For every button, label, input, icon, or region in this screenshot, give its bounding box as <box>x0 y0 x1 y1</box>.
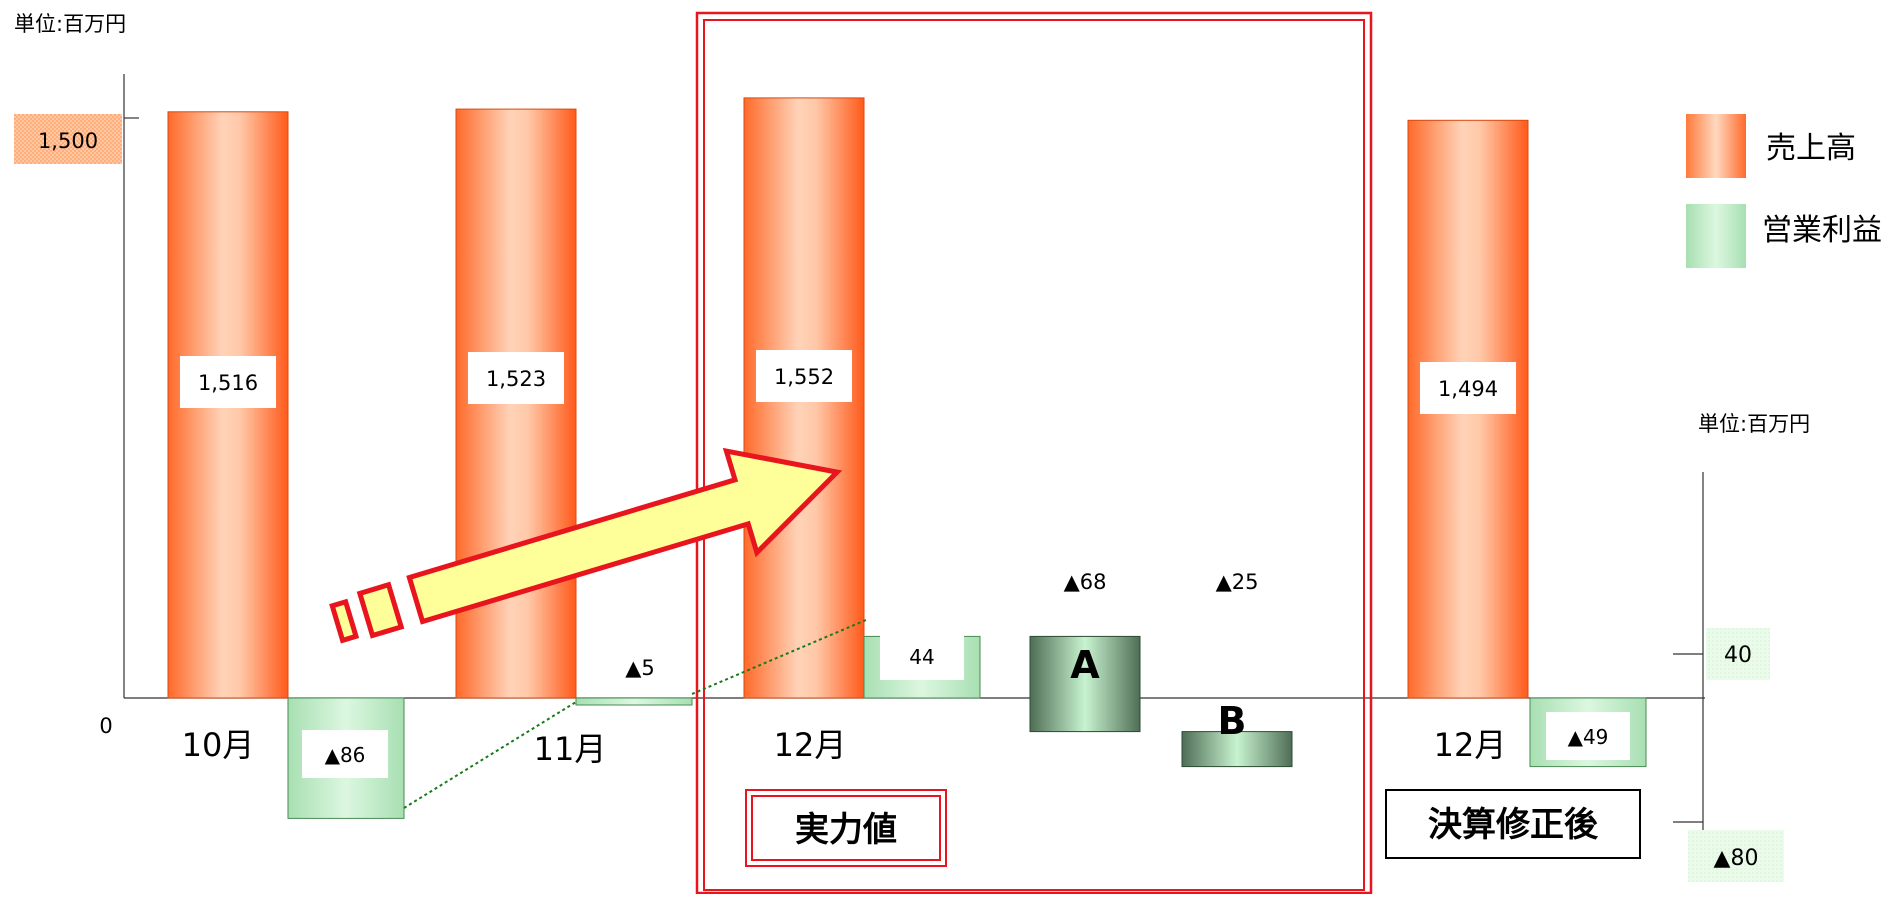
jitsuryoku-label-inner <box>751 795 941 861</box>
sales-label-oct-box <box>180 356 276 408</box>
sales-label-nov-box <box>468 352 564 404</box>
left-tick-1500-label: 1,500 <box>38 129 98 153</box>
category-label-nov: 11月 <box>534 730 607 768</box>
kessan-label-box <box>1385 789 1641 859</box>
bar-profit-nov <box>575 697 693 706</box>
sales-label-dec-box <box>756 350 852 402</box>
kessan-label: 決算修正後 <box>1428 805 1599 845</box>
profit-label-oct: ▲86 <box>325 743 366 767</box>
category-label-dec: 12月 <box>774 726 847 764</box>
right-tick-minus80-bg <box>1688 830 1784 882</box>
profit-label-a: ▲68 <box>1064 570 1107 594</box>
left-tick-0-label: 0 <box>99 714 112 738</box>
legend: 売上高 営業利益 <box>1686 114 1882 268</box>
right-tick-minus80-label: ▲80 <box>1714 846 1759 871</box>
sales-label-oct: 1,516 <box>198 371 258 395</box>
category-a-label: A <box>1070 643 1100 687</box>
right-tick-40-label: 40 <box>1724 643 1752 668</box>
jitsuryoku-frame-outer <box>695 11 1373 895</box>
profit-label-oct-box <box>302 730 388 778</box>
profit-label-dec-adjusted: ▲49 <box>1568 725 1609 749</box>
category-b-label: B <box>1218 699 1247 743</box>
left-tick-1500-bg <box>14 114 122 164</box>
legend-label-sales: 売上高 <box>1766 131 1856 166</box>
sales-label-dec-adjusted-box <box>1420 362 1516 414</box>
legend-label-profit: 営業利益 <box>1762 213 1882 248</box>
trend-arrow-block-1 <box>329 598 360 644</box>
jitsuryoku-frame-inner <box>703 19 1365 891</box>
unit-label-left: 単位:百万円 <box>14 12 126 36</box>
jitsuryoku-label-outer <box>745 789 947 867</box>
legend-swatch-profit <box>1686 204 1746 268</box>
bar-profit-b <box>1181 731 1293 768</box>
profit-label-dec: 44 <box>909 645 934 669</box>
category-label-dec-adjusted: 12月 <box>1434 726 1507 764</box>
category-label-oct: 10月 <box>182 726 255 764</box>
unit-label-right: 単位:百万円 <box>1698 412 1810 436</box>
sales-label-dec-adjusted: 1,494 <box>1438 377 1498 401</box>
trend-arrow-body <box>406 447 843 625</box>
trend-arrow-block-2 <box>356 581 405 639</box>
bar-profit-a <box>1029 635 1141 733</box>
profit-label-dec-box <box>880 632 964 680</box>
profit-label-dec-adjusted-box <box>1546 712 1630 760</box>
legend-swatch-sales <box>1686 114 1746 178</box>
trend-arrow <box>329 447 843 644</box>
profit-label-b: ▲25 <box>1216 570 1259 594</box>
sales-label-dec: 1,552 <box>774 365 834 389</box>
profit-label-nov: ▲5 <box>625 656 655 680</box>
right-tick-40-bg <box>1706 628 1770 680</box>
sales-label-nov: 1,523 <box>486 367 546 391</box>
connector-oct-nov <box>403 701 577 809</box>
connector-nov-dec <box>691 619 867 695</box>
jitsuryoku-label: 実力値 <box>795 810 897 850</box>
